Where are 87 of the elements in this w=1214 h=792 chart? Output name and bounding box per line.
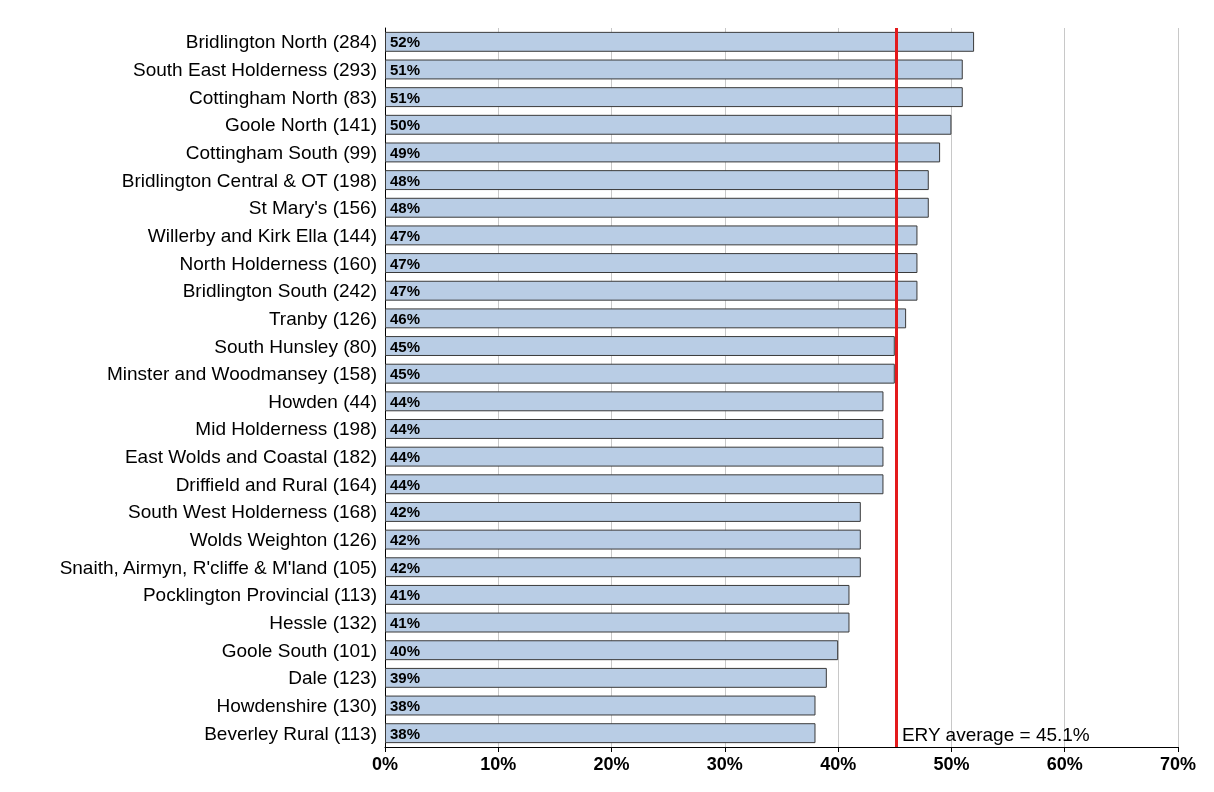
data-label: 41% — [390, 614, 421, 632]
data-label: 51% — [390, 60, 421, 78]
bar — [385, 225, 918, 246]
data-label: 40% — [390, 641, 421, 659]
data-label: 39% — [390, 669, 421, 687]
data-label: 42% — [390, 558, 421, 576]
bar — [385, 446, 884, 467]
y-tick-label: South East Holderness (293) — [133, 58, 377, 80]
y-tick-label: South West Holderness (168) — [128, 501, 377, 523]
y-tick-label: St Mary's (156) — [248, 197, 377, 219]
data-label: 42% — [390, 503, 421, 521]
y-tick-label: Bridlington Central & OT (198) — [121, 169, 377, 191]
y-tick-label: Snaith, Airmyn, R'cliffe & M'land (105) — [59, 556, 377, 578]
x-tick-label: 10% — [480, 754, 517, 774]
bar — [385, 474, 884, 495]
data-label: 41% — [390, 586, 421, 604]
data-label: 44% — [390, 392, 421, 410]
bar — [385, 59, 963, 80]
y-tick-label: Bridlington North (284) — [185, 31, 377, 53]
y-tick-label: Wolds Weighton (126) — [189, 529, 377, 551]
data-label: 44% — [390, 448, 421, 466]
data-label: 49% — [390, 143, 421, 161]
y-tick-label: Pocklington Provincial (113) — [142, 584, 377, 606]
y-tick-label: Dale (123) — [288, 667, 377, 689]
x-tick-label: 40% — [820, 754, 857, 774]
data-label: 48% — [390, 171, 421, 189]
y-tick-label: Beverley Rural (113) — [204, 722, 377, 744]
bar — [385, 114, 952, 135]
data-label: 47% — [390, 282, 421, 300]
bar — [385, 584, 850, 605]
y-tick-label: Hessle (132) — [269, 612, 377, 634]
y-tick-label: North Holderness (160) — [179, 252, 377, 274]
data-label: 50% — [390, 116, 421, 134]
y-tick-label: Tranby (126) — [268, 307, 377, 329]
bar — [385, 31, 975, 52]
bar — [385, 640, 839, 661]
x-tick-label: 50% — [933, 754, 970, 774]
bar — [385, 723, 816, 744]
x-tick-label: 0% — [371, 754, 399, 774]
data-label: 45% — [390, 337, 421, 355]
bar — [385, 695, 816, 716]
y-tick-label: Howden (44) — [268, 390, 377, 412]
bar — [385, 308, 907, 329]
bar — [385, 336, 895, 356]
bar — [385, 363, 895, 384]
data-label: 42% — [390, 531, 421, 549]
y-tick-label: Cottingham North (83) — [189, 86, 377, 108]
bar — [385, 501, 861, 522]
bar — [385, 253, 918, 274]
bar — [385, 170, 929, 191]
y-tick-label: Minster and Woodmansey (158) — [107, 363, 377, 385]
y-tick-label: Howdenshire (130) — [216, 695, 377, 717]
y-tick-label: Bridlington South (242) — [182, 280, 377, 302]
ref-line-label: ERY average = 45.1% — [901, 724, 1090, 746]
y-tick-label: Cottingham South (99) — [185, 141, 377, 163]
y-tick-label: East Wolds and Coastal (182) — [124, 446, 377, 468]
x-tick-label: 20% — [593, 754, 630, 774]
x-tick-label: 30% — [706, 754, 743, 774]
bar — [385, 197, 929, 218]
bar — [385, 419, 884, 439]
bar — [385, 87, 963, 108]
data-label: 52% — [390, 33, 421, 51]
data-label: 46% — [390, 309, 421, 327]
data-label: 51% — [390, 88, 421, 106]
bar — [385, 391, 884, 412]
bar — [385, 142, 941, 163]
bar — [385, 557, 861, 578]
x-tick-label: 60% — [1046, 754, 1083, 774]
y-tick-label: Driffield and Rural (164) — [175, 473, 377, 495]
data-label: 44% — [390, 475, 421, 493]
y-tick-label: Goole North (141) — [224, 114, 377, 136]
data-label: 38% — [390, 697, 421, 715]
data-label: 38% — [390, 724, 421, 742]
data-label: 48% — [390, 199, 421, 217]
y-tick-label: South Hunsley (80) — [214, 335, 377, 357]
data-label: 44% — [390, 420, 421, 438]
y-tick-label: Willerby and Kirk Ella (144) — [147, 224, 377, 246]
data-label: 47% — [390, 226, 421, 244]
bar — [385, 529, 861, 550]
bar — [385, 280, 918, 301]
bar — [385, 667, 827, 688]
x-tick-label: 70% — [1159, 754, 1197, 774]
y-tick-label: Goole South (101) — [221, 639, 377, 661]
data-label: 45% — [390, 365, 421, 383]
data-label: 47% — [390, 254, 421, 272]
y-tick-label: Mid Holderness (198) — [195, 418, 377, 440]
bar — [385, 612, 850, 633]
